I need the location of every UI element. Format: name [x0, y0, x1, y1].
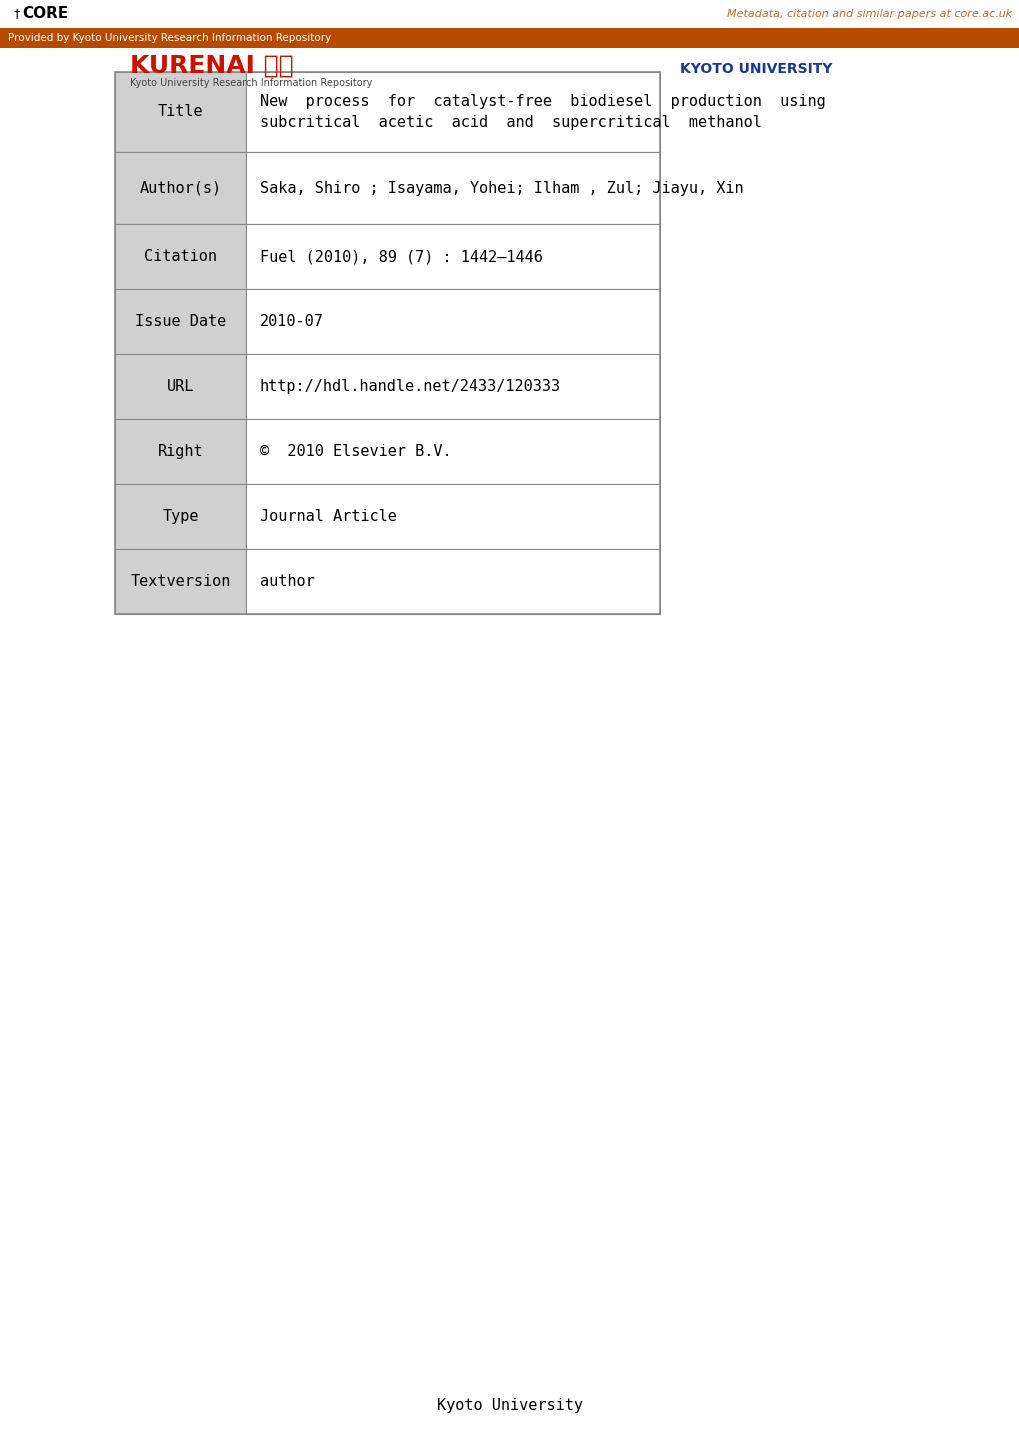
Bar: [115, 72, 246, 152]
Text: ©  2010 Elsevier B.V.: © 2010 Elsevier B.V.: [260, 444, 451, 459]
Bar: [115, 224, 246, 289]
Text: URL: URL: [167, 380, 194, 394]
Text: Metadata, citation and similar papers at core.ac.uk: Metadata, citation and similar papers at…: [726, 9, 1011, 19]
Text: Type: Type: [162, 509, 199, 524]
Bar: [115, 152, 246, 224]
Text: http://hdl.handle.net/2433/120333: http://hdl.handle.net/2433/120333: [260, 380, 560, 394]
Bar: [246, 72, 659, 152]
Text: CORE: CORE: [22, 7, 68, 22]
Bar: [115, 548, 246, 615]
Bar: [115, 418, 246, 483]
Bar: [246, 354, 659, 418]
Text: Journal Article: Journal Article: [260, 509, 396, 524]
Bar: [115, 354, 246, 418]
Text: KYOTO UNIVERSITY: KYOTO UNIVERSITY: [680, 62, 832, 76]
Bar: [115, 289, 246, 354]
Text: Provided by Kyoto University Research Information Repository: Provided by Kyoto University Research In…: [8, 33, 331, 43]
Text: Right: Right: [158, 444, 203, 459]
Bar: [246, 548, 659, 615]
Bar: [115, 483, 246, 548]
Text: Kyoto University: Kyoto University: [436, 1398, 583, 1413]
Bar: [246, 289, 659, 354]
Bar: [246, 224, 659, 289]
Text: Title: Title: [158, 104, 203, 120]
Text: KURENAI 山丨: KURENAI 山丨: [129, 53, 293, 78]
Text: Fuel (2010), 89 (7) : 1442–1446: Fuel (2010), 89 (7) : 1442–1446: [260, 250, 542, 264]
Bar: [246, 483, 659, 548]
Bar: [0, 0, 1019, 27]
Text: Saka, Shiro ; Isayama, Yohei; Ilham , Zul; Jiayu, Xin: Saka, Shiro ; Isayama, Yohei; Ilham , Zu…: [260, 180, 743, 195]
Text: 2010-07: 2010-07: [260, 315, 324, 329]
Bar: [0, 27, 1019, 48]
Text: Author(s): Author(s): [140, 180, 221, 195]
Bar: [115, 72, 659, 615]
Bar: [246, 152, 659, 224]
Text: †: †: [14, 7, 20, 20]
Text: New  process  for  catalyst-free  biodiesel  production  using
subcritical  acet: New process for catalyst-free biodiesel …: [260, 94, 825, 130]
Text: author: author: [260, 574, 315, 589]
Text: Kyoto University Research Information Repository: Kyoto University Research Information Re…: [129, 78, 372, 88]
Bar: [246, 418, 659, 483]
Text: Citation: Citation: [144, 250, 217, 264]
Text: Issue Date: Issue Date: [135, 315, 226, 329]
Text: Textversion: Textversion: [130, 574, 230, 589]
